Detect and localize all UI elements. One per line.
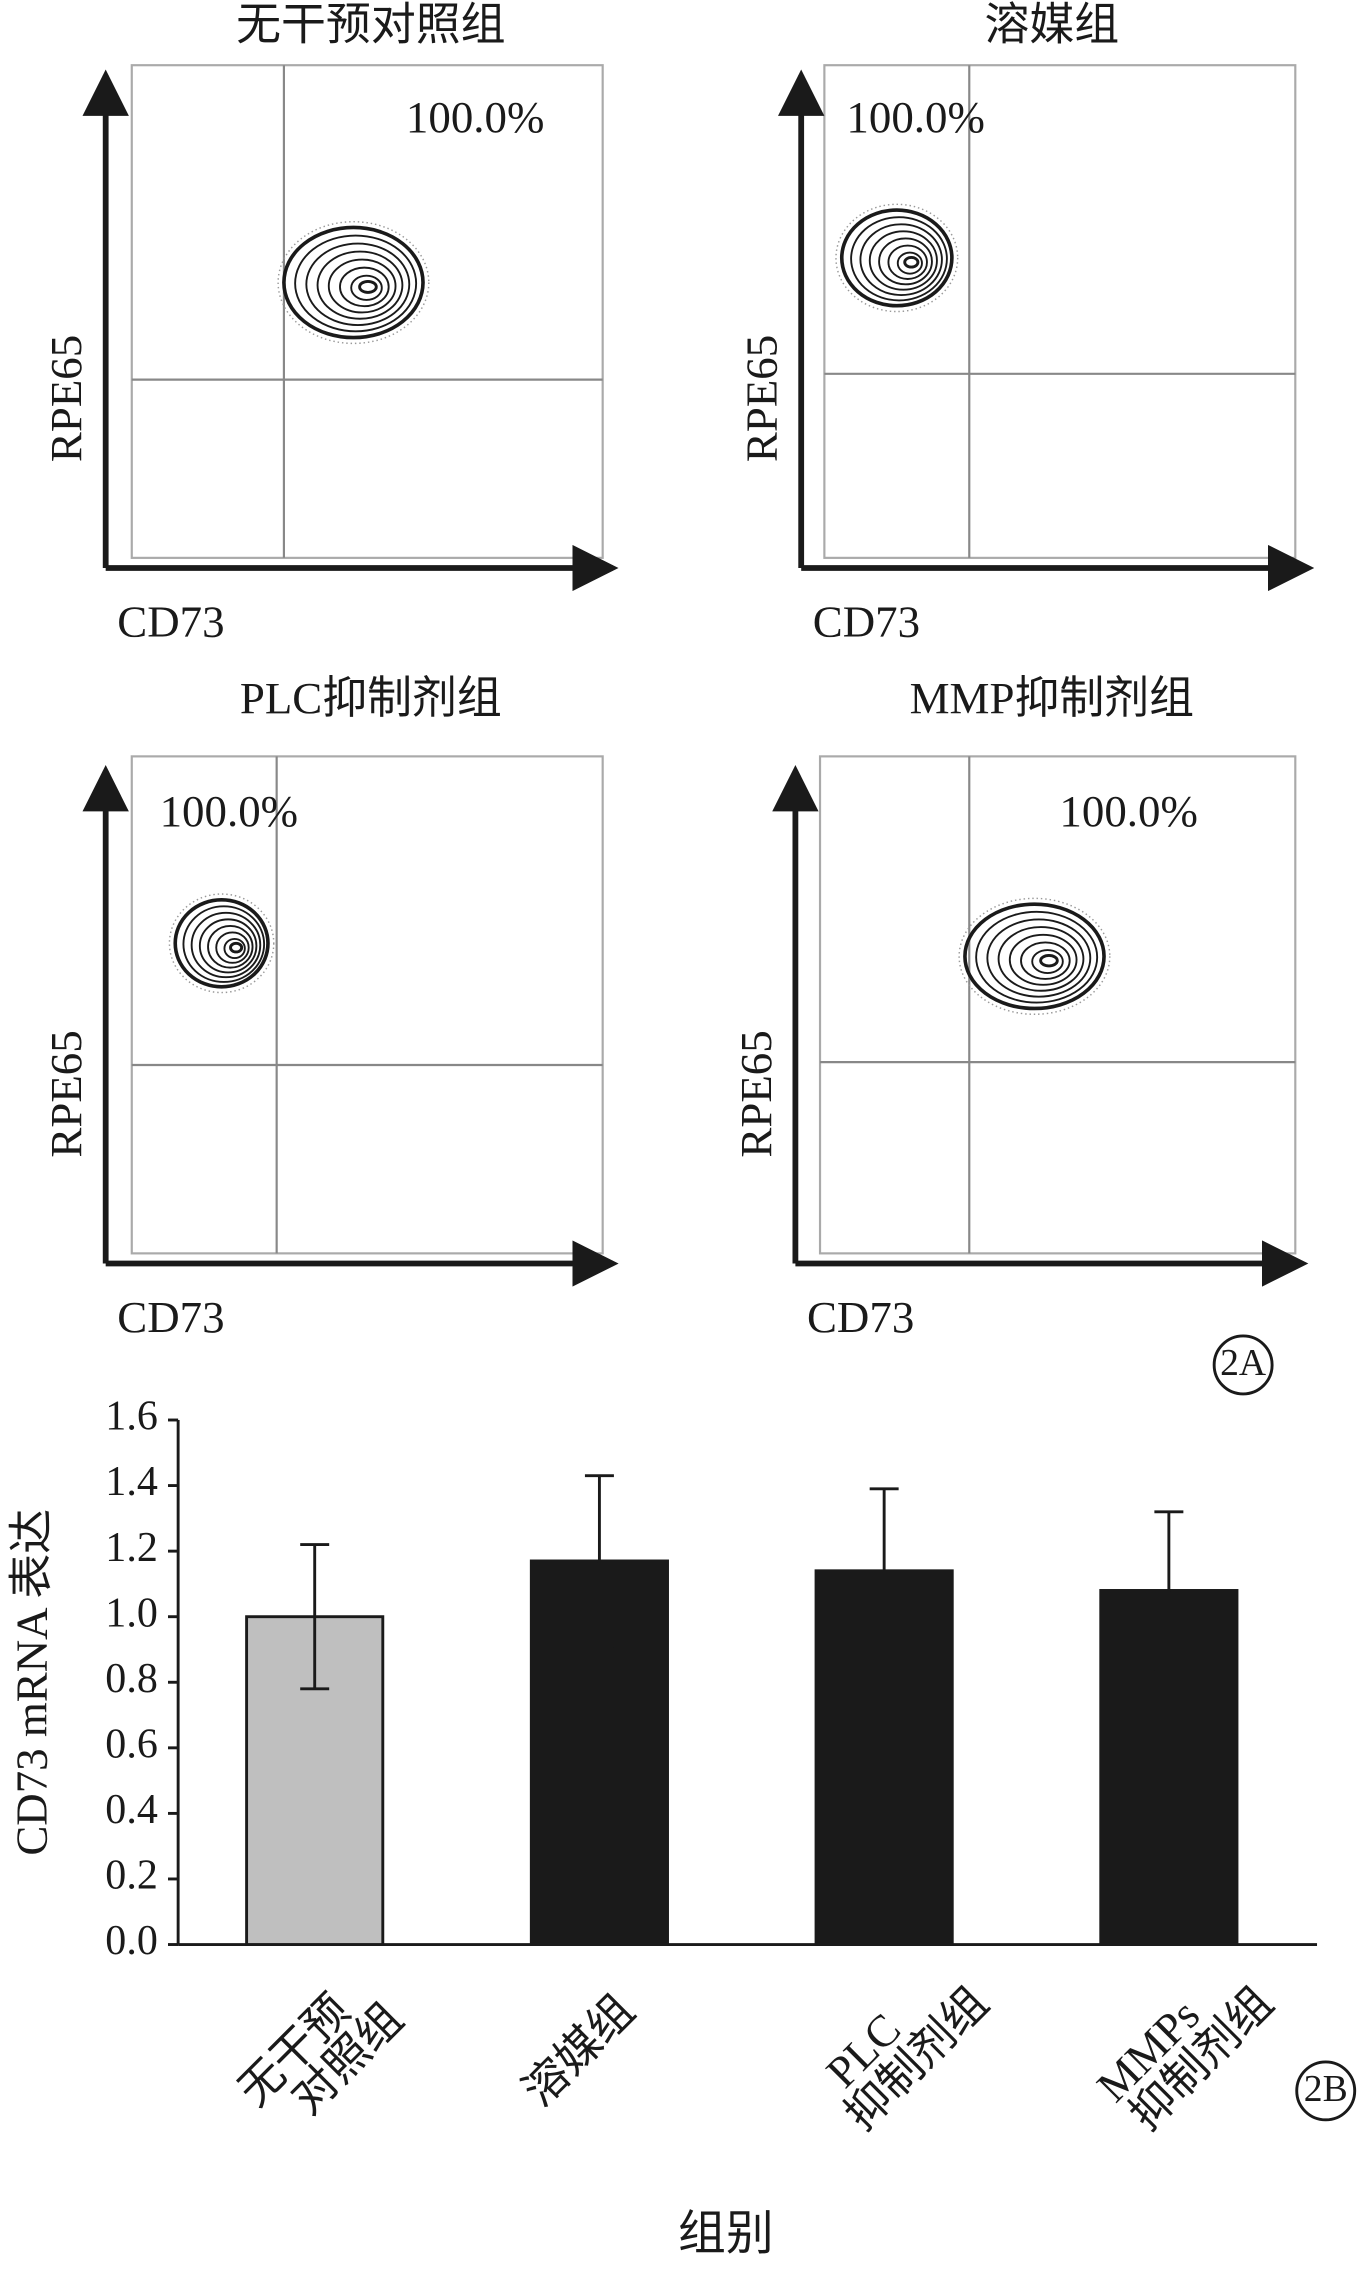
contour-ring xyxy=(173,898,270,989)
contour-ring xyxy=(975,910,1099,1004)
y-axis-label: RPE65 xyxy=(41,1030,91,1157)
plot-frame xyxy=(130,64,604,559)
y-axis-label: RPE65 xyxy=(737,335,787,462)
panel-label-circle xyxy=(1295,2060,1357,2122)
contour-ring xyxy=(350,274,383,301)
x-axis-label: CD73 xyxy=(813,596,920,646)
y-tick-label: 1.0 xyxy=(105,1590,158,1636)
contour-ring xyxy=(223,937,246,960)
contour-ring xyxy=(1008,933,1078,986)
y-tick-label: 1.2 xyxy=(105,1525,158,1571)
contour-ring xyxy=(896,251,923,275)
contour-halo xyxy=(835,203,959,313)
panel-label-circle xyxy=(1212,1334,1274,1396)
plot-frame xyxy=(818,755,1297,1255)
panel-title: MMP抑制剂组 xyxy=(910,673,1194,723)
panel-label: 2B xyxy=(1304,2068,1348,2110)
contour-core xyxy=(358,279,378,294)
y-tick-label: 0.4 xyxy=(105,1787,158,1833)
contour-ring xyxy=(305,242,411,326)
contour-ring xyxy=(986,918,1092,998)
contour-ring xyxy=(850,216,948,302)
panel-label: 2A xyxy=(1220,1342,1266,1384)
plot-frame xyxy=(130,755,604,1255)
x-axis-label: CD73 xyxy=(807,1292,914,1342)
panel-title: PLC抑制剂组 xyxy=(240,673,502,723)
x-tick-label-group: 溶媒组 xyxy=(513,1985,644,2116)
y-tick-label: 1.4 xyxy=(105,1459,158,1505)
contour-core xyxy=(903,256,920,269)
y-tick-label: 0.0 xyxy=(105,1918,158,1964)
contour-ring xyxy=(1031,949,1064,974)
annotation: 100.0% xyxy=(846,92,984,142)
annotation: 100.0% xyxy=(406,92,544,142)
y-axis-label: RPE65 xyxy=(41,335,91,462)
contour-ring xyxy=(887,244,928,280)
contour-ring xyxy=(868,230,938,291)
y-tick-label: 0.6 xyxy=(105,1721,158,1767)
y-tick-label: 0.8 xyxy=(105,1656,158,1702)
contour-ring xyxy=(963,902,1106,1011)
contour-ring xyxy=(282,225,425,340)
panel-title: 溶媒组 xyxy=(985,0,1120,49)
contour-ring xyxy=(294,234,418,333)
contour-ring xyxy=(859,223,943,296)
annotation: 100.0% xyxy=(1059,786,1197,836)
x-tick-label-group: 无干预对照组 xyxy=(229,1985,413,2124)
contour-ring xyxy=(316,250,404,320)
contour-ring xyxy=(215,931,250,964)
y-tick-label: 0.2 xyxy=(105,1853,158,1899)
contour-core xyxy=(229,941,244,954)
contour-ring xyxy=(182,905,266,983)
contour-ring xyxy=(327,258,397,314)
contour-ring xyxy=(839,208,954,308)
contour-ring xyxy=(339,266,390,308)
x-tick-label: 溶媒组 xyxy=(513,1985,644,2116)
y-axis-label: RPE65 xyxy=(731,1030,781,1157)
contour-halo xyxy=(168,893,275,994)
contour-ring xyxy=(198,918,258,974)
contour-ring xyxy=(997,926,1085,992)
plot-frame xyxy=(823,64,1297,559)
contour-ring xyxy=(878,237,933,286)
contour-ring xyxy=(1020,941,1071,980)
x-axis-label: CD73 xyxy=(117,596,224,646)
contour-ring xyxy=(190,911,262,979)
contour-ring xyxy=(207,924,254,969)
x-tick-label-group: PLC抑制剂组 xyxy=(817,1977,998,2139)
contour-halo xyxy=(958,897,1111,1016)
contour-halo xyxy=(277,220,430,345)
y-tick-label: 1.6 xyxy=(105,1394,158,1440)
panel-title: 无干预对照组 xyxy=(236,0,505,49)
y-axis-label: CD73 mRNA 表达 xyxy=(6,1509,56,1856)
contour-core xyxy=(1039,954,1059,968)
annotation: 100.0% xyxy=(160,786,298,836)
x-axis-label: CD73 xyxy=(117,1292,224,1342)
x-axis-label: 组别 xyxy=(678,2208,774,2261)
